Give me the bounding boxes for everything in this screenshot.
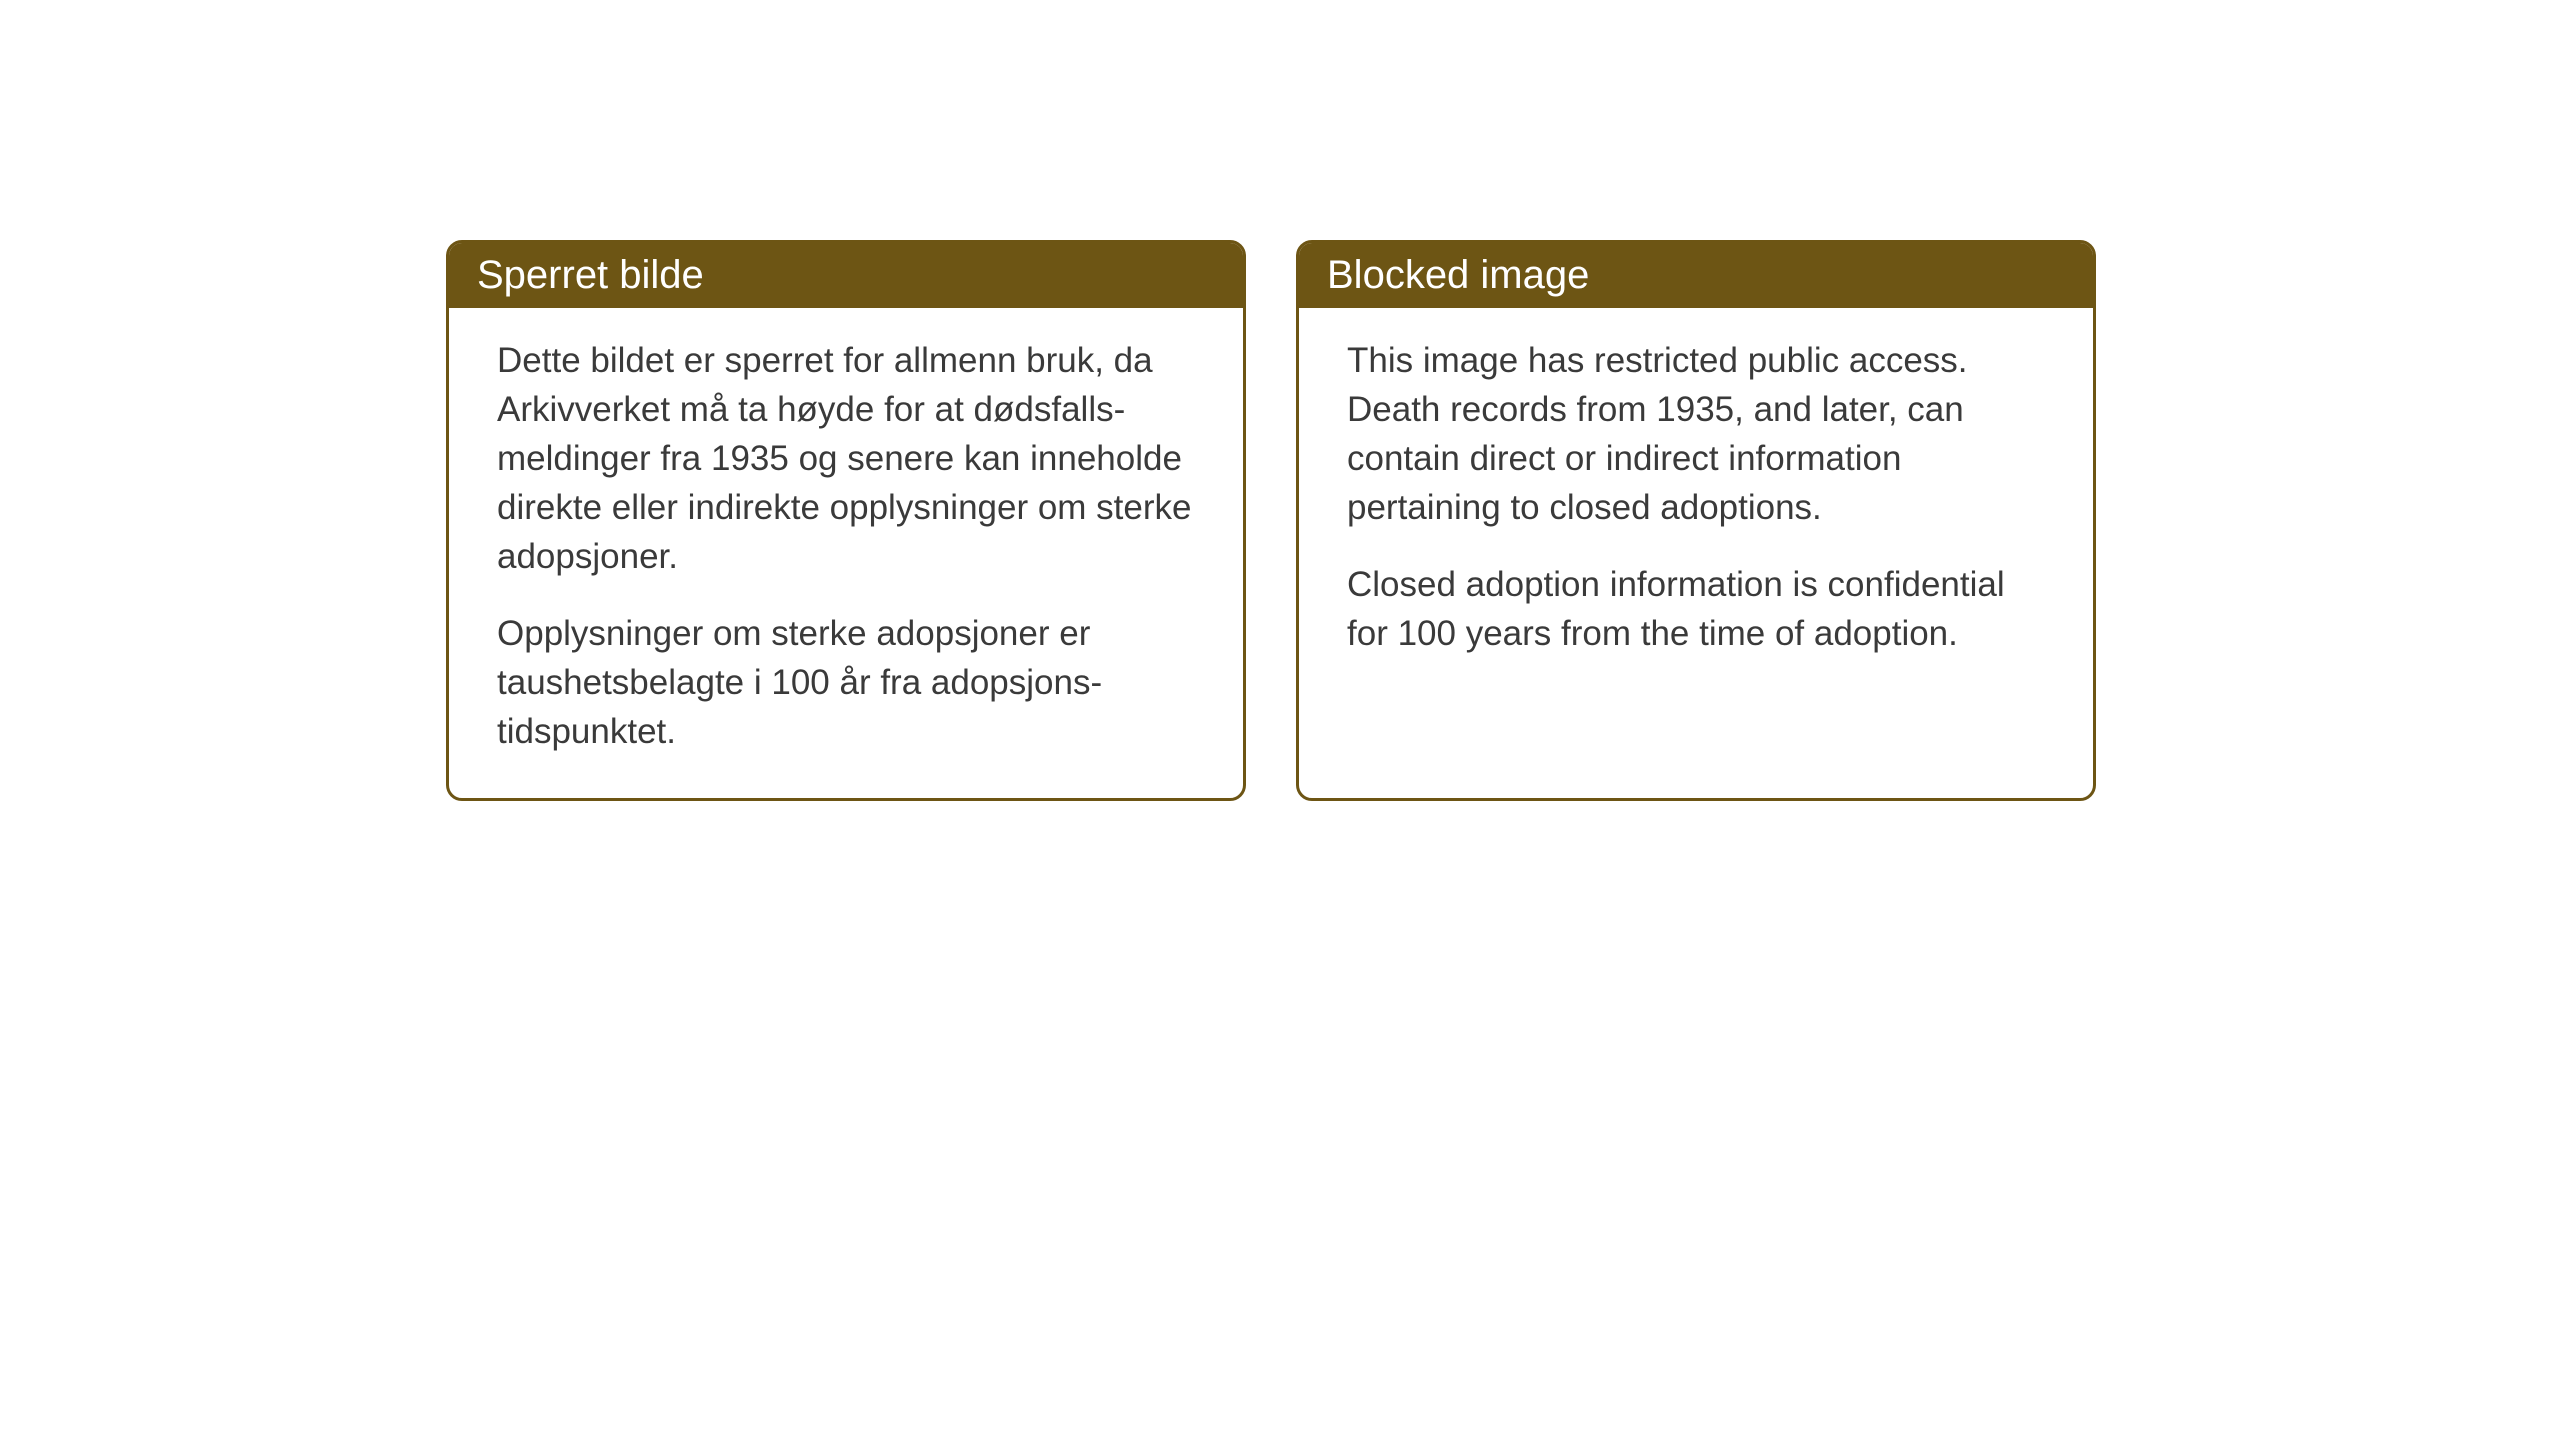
notice-header-english: Blocked image	[1299, 243, 2093, 308]
notice-header-norwegian: Sperret bilde	[449, 243, 1243, 308]
notice-paragraph: Closed adoption information is confident…	[1347, 560, 2045, 658]
notice-paragraph: Opplysninger om sterke adopsjoner er tau…	[497, 609, 1195, 756]
notice-body-norwegian: Dette bildet er sperret for allmenn bruk…	[449, 308, 1243, 798]
notice-container: Sperret bilde Dette bildet er sperret fo…	[446, 240, 2096, 801]
notice-box-norwegian: Sperret bilde Dette bildet er sperret fo…	[446, 240, 1246, 801]
notice-body-english: This image has restricted public access.…	[1299, 308, 2093, 700]
notice-paragraph: Dette bildet er sperret for allmenn bruk…	[497, 336, 1195, 581]
notice-paragraph: This image has restricted public access.…	[1347, 336, 2045, 532]
notice-box-english: Blocked image This image has restricted …	[1296, 240, 2096, 801]
